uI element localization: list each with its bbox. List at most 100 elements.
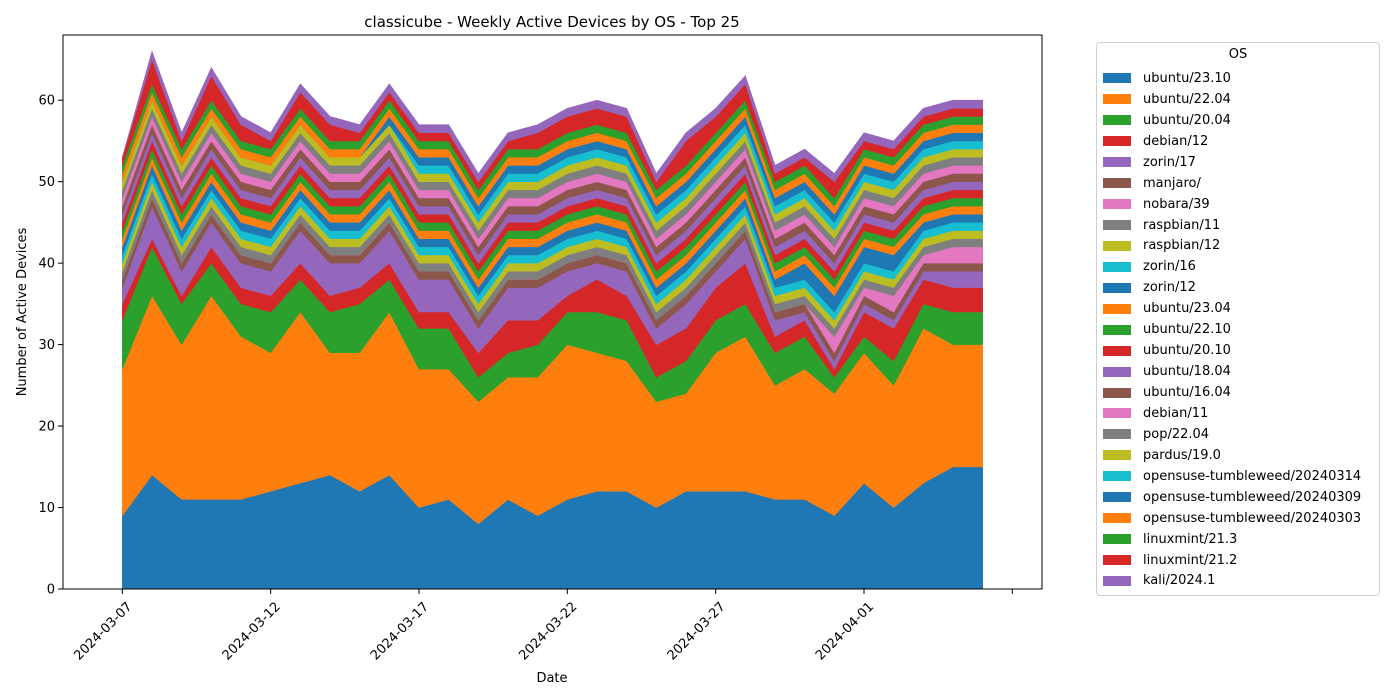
legend-item: ubuntu/16.04 [1097,382,1379,403]
legend-swatch [1103,450,1131,461]
y-tick-label: 20 [38,420,55,435]
legend-item: linuxmint/21.2 [1097,550,1379,571]
legend-item: raspbian/12 [1097,236,1379,257]
legend-item: zorin/12 [1097,277,1379,298]
legend-item: ubuntu/20.04 [1097,110,1379,131]
x-axis: 2024-03-07 2024-03-12 2024-03-17 2024-03-22… [71,589,1013,663]
legend-item: opensuse-tumbleweed/20240309 [1097,487,1379,508]
legend-item: pardus/19.0 [1097,445,1379,466]
legend-item: manjaro/ [1097,173,1379,194]
legend-swatch [1103,199,1131,210]
legend-item: kali/2024.1 [1097,571,1379,592]
legend-label: manjaro/ [1143,175,1201,191]
legend-item: zorin/17 [1097,152,1379,173]
legend-swatch [1103,366,1131,377]
legend-item: debian/12 [1097,131,1379,152]
legend-item: opensuse-tumbleweed/20240303 [1097,508,1379,529]
legend-label: pardus/19.0 [1143,447,1221,463]
legend-swatch [1103,261,1131,272]
area-layers [122,50,983,590]
legend-label: pop/22.04 [1143,426,1210,442]
legend-swatch [1103,408,1131,419]
legend-swatch [1103,575,1131,586]
plot-frame [62,34,1043,590]
legend-swatch [1103,115,1131,126]
legend-item: linuxmint/21.3 [1097,529,1379,550]
x-tick-label: 2024-03-27 [665,599,729,663]
legend-swatch [1103,94,1131,105]
legend-label: ubuntu/22.04 [1143,91,1231,107]
x-tick-label: 2024-03-12 [220,599,284,663]
legend-label: ubuntu/23.10 [1143,70,1231,86]
legend-label: raspbian/11 [1143,217,1221,233]
legend-swatch [1103,324,1131,335]
legend-item: opensuse-tumbleweed/20240314 [1097,466,1379,487]
legend-label: debian/11 [1143,405,1209,421]
legend-swatch [1103,178,1131,189]
legend-swatch [1103,136,1131,147]
legend-swatch [1103,534,1131,545]
legend-swatch [1103,387,1131,398]
legend-swatch [1103,157,1131,168]
y-tick-label: 60 [38,94,55,109]
legend-item: pop/22.04 [1097,424,1379,445]
legend-swatch [1103,220,1131,231]
legend-label: debian/12 [1143,133,1209,149]
legend-label: linuxmint/21.2 [1143,552,1238,568]
legend-label: opensuse-tumbleweed/20240314 [1143,468,1362,484]
legend-swatch [1103,429,1131,440]
legend-swatch [1103,73,1131,84]
legend-label: ubuntu/23.04 [1143,301,1231,317]
legend-label: ubuntu/20.04 [1143,112,1231,128]
legend-label: ubuntu/22.10 [1143,322,1231,338]
legend-label: kali/2024.1 [1143,573,1216,589]
legend-item: ubuntu/23.10 [1097,68,1379,89]
legend-swatch [1103,513,1131,524]
y-tick-label: 30 [38,338,55,353]
y-axis: 0 10 20 30 40 50 60 [38,94,63,598]
legend-swatch [1103,471,1131,482]
legend-item: nobara/39 [1097,194,1379,215]
x-axis-label: Date [536,671,567,686]
legend-label: nobara/39 [1143,196,1210,212]
legend-label: ubuntu/16.04 [1143,385,1231,401]
y-tick-label: 0 [47,583,55,598]
legend-label: ubuntu/20.10 [1143,343,1231,359]
x-tick-label: 2024-03-17 [368,599,432,663]
x-tick-label: 2024-04-01 [813,599,877,663]
legend-item: ubuntu/22.10 [1097,319,1379,340]
x-tick-label: 2024-03-07 [71,599,135,663]
legend-item: ubuntu/22.04 [1097,89,1379,110]
legend-label: zorin/17 [1143,154,1196,170]
legend-swatch [1103,240,1131,251]
chart-title: classicube - Weekly Active Devices by OS… [364,13,739,31]
legend-swatch [1103,492,1131,503]
legend-label: opensuse-tumbleweed/20240309 [1143,489,1362,505]
legend-label: zorin/12 [1143,280,1196,296]
area-series-24 [122,50,983,183]
y-tick-label: 50 [38,175,55,190]
legend-item: raspbian/11 [1097,215,1379,236]
legend-swatch [1103,555,1131,566]
legend-label: opensuse-tumbleweed/20240303 [1143,510,1362,526]
legend-title: OS [1228,47,1248,62]
legend-swatch [1103,282,1131,293]
legend-label: ubuntu/18.04 [1143,364,1231,380]
legend-item: debian/11 [1097,403,1379,424]
legend-label: raspbian/12 [1143,238,1221,254]
y-axis-label: Number of Active Devices [15,227,30,396]
legend-item: ubuntu/18.04 [1097,361,1379,382]
legend: OS ubuntu/23.10 ubuntu/22.04 ubuntu/20.04 d… [1096,42,1380,596]
x-tick-label: 2024-03-22 [516,599,580,663]
legend-item: zorin/16 [1097,256,1379,277]
legend-swatch [1103,303,1131,314]
y-tick-label: 10 [38,501,55,516]
legend-item: ubuntu/20.10 [1097,340,1379,361]
legend-list: ubuntu/23.10 ubuntu/22.04 ubuntu/20.04 debi… [1097,68,1379,591]
legend-swatch [1103,345,1131,356]
legend-label: linuxmint/21.3 [1143,531,1238,547]
y-tick-label: 40 [38,257,55,272]
legend-item: ubuntu/23.04 [1097,298,1379,319]
legend-label: zorin/16 [1143,259,1196,275]
